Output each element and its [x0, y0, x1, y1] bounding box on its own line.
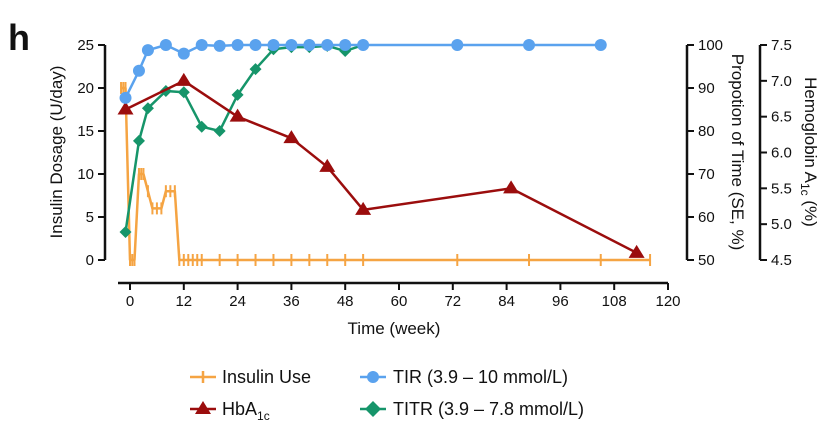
data-point: [132, 134, 145, 147]
data-point: [132, 64, 145, 77]
data-point: [141, 102, 154, 115]
y-tick-label-hba1c: 6.0: [771, 145, 792, 162]
x-tick-label: 48: [337, 293, 354, 310]
series-layer: [117, 39, 652, 266]
y-tick-label-dose: 10: [77, 166, 94, 183]
y-tick-label-hba1c: 5.5: [771, 180, 792, 197]
svg-text:HbA1c: HbA1c: [222, 399, 270, 423]
data-point: [175, 72, 192, 86]
data-point: [229, 108, 246, 122]
y-tick-label-hba1c: 4.5: [771, 252, 792, 269]
data-point: [357, 39, 370, 51]
data-point: [285, 39, 298, 51]
x-tick-label: 120: [655, 293, 680, 310]
data-point: [195, 39, 208, 51]
data-point: [177, 47, 190, 60]
y-tick-label-prop: 70: [698, 166, 715, 183]
data-point: [303, 39, 316, 51]
y-tick-label-hba1c: 7.0: [771, 73, 792, 90]
data-point: [117, 101, 134, 115]
y-tick-label-dose: 15: [77, 123, 94, 140]
y-tick-label-prop: 80: [698, 123, 715, 140]
x-tick-label: 96: [552, 293, 569, 310]
data-point: [594, 39, 607, 51]
x-tick-label: 108: [602, 293, 627, 310]
y-tick-label-hba1c: 7.5: [771, 37, 792, 54]
x-tick-label: 12: [175, 293, 192, 310]
diamond-marker-icon: [365, 401, 381, 417]
data-point: [177, 86, 190, 99]
y-tick-label-prop: 90: [698, 80, 715, 97]
series-hba1c: [117, 72, 645, 258]
circle-marker-icon: [367, 371, 379, 383]
axes: 0 12 24 36 48 60 72 84 96 108 120 0 5 10 15 20 25 50 60 70 8…: [77, 37, 792, 310]
triangle-marker-icon: [195, 401, 211, 414]
data-point: [213, 125, 226, 137]
data-point: [267, 39, 280, 51]
svg-text:TIR (3.9 – 10 mmol/L): TIR (3.9 – 10 mmol/L): [393, 367, 568, 387]
y-tick-label-hba1c: 6.5: [771, 109, 792, 126]
data-point: [321, 39, 334, 51]
legend: Insulin Use TIR (3.9 – 10 mmol/L) HbA1c …: [190, 367, 584, 423]
svg-text:Insulin Use: Insulin Use: [222, 367, 311, 387]
data-point: [283, 130, 300, 144]
data-point: [339, 39, 352, 51]
data-point: [213, 39, 226, 52]
legend-item-hba1c: HbA1c: [190, 399, 270, 423]
data-point: [628, 244, 645, 258]
data-point: [249, 63, 262, 76]
data-point: [249, 39, 262, 51]
series-tir: [119, 39, 607, 104]
series-line: [124, 79, 638, 254]
x-tick-label: 60: [391, 293, 408, 310]
panel-label: h: [8, 17, 30, 58]
data-point: [195, 120, 208, 133]
data-point: [355, 201, 372, 215]
data-point: [159, 39, 172, 51]
x-tick-label: 24: [229, 293, 246, 310]
x-tick-label: 84: [498, 293, 515, 310]
y-tick-label-hba1c: 5.0: [771, 216, 792, 233]
legend-item-insulin-use: Insulin Use: [190, 367, 311, 387]
y-tick-label-prop: 60: [698, 209, 715, 226]
y-axis-label-right-proportion: Propotion of Time (SE, %): [728, 54, 747, 251]
legend-item-titr: TITR (3.9 – 7.8 mmol/L): [360, 399, 584, 419]
data-point: [119, 226, 132, 239]
x-axis-label: Time (week): [348, 319, 441, 338]
x-tick-label: 0: [126, 293, 134, 310]
legend-item-tir: TIR (3.9 – 10 mmol/L): [360, 367, 568, 387]
y-axis-label-left: Insulin Dosage (U/day): [47, 66, 66, 239]
data-point: [141, 44, 154, 57]
x-tick-label: 36: [283, 293, 300, 310]
y-tick-label-prop: 50: [698, 252, 715, 269]
data-point: [119, 91, 132, 104]
data-point: [451, 39, 464, 51]
y-tick-label-dose: 0: [86, 252, 94, 269]
y-tick-label-dose: 25: [77, 37, 94, 54]
series-insulin: [120, 82, 652, 266]
x-tick-label: 72: [444, 293, 461, 310]
y-tick-label-prop: 100: [698, 37, 723, 54]
series-line: [121, 86, 651, 262]
y-tick-label-dose: 20: [77, 80, 94, 97]
data-point: [231, 39, 244, 51]
y-tick-label-dose: 5: [86, 209, 94, 226]
svg-text:TITR (3.9 – 7.8 mmol/L): TITR (3.9 – 7.8 mmol/L): [393, 399, 584, 419]
data-point: [503, 180, 520, 194]
data-point: [231, 88, 244, 101]
data-point: [319, 158, 336, 172]
y-axis-label-right-hba1c: Hemoglobin A1c (%): [798, 77, 820, 227]
data-point: [523, 39, 536, 51]
